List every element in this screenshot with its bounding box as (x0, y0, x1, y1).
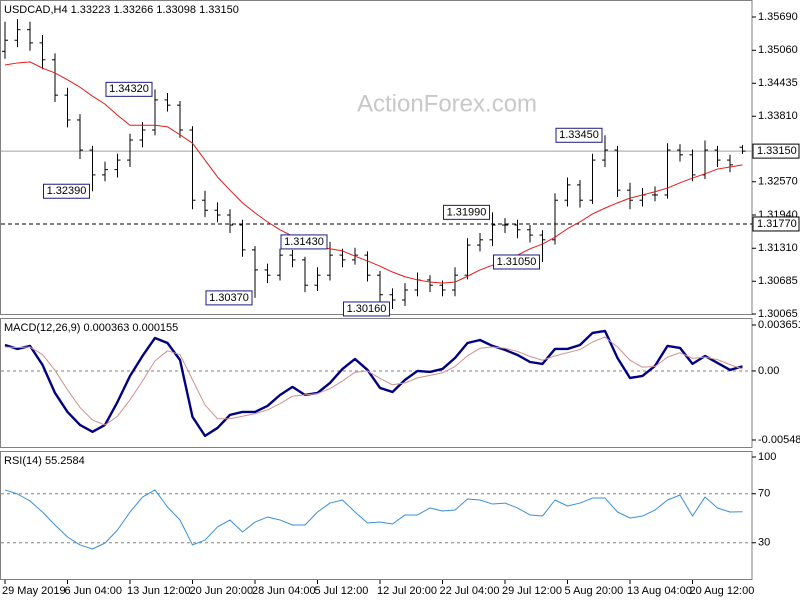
panel-frame (0, 318, 753, 448)
x-tick-label: 6 Jun 04:00 (65, 585, 123, 597)
y-tick-label: 1.35690 (758, 11, 798, 23)
annotation-label: 1.30370 (209, 292, 249, 304)
series-line (4, 489, 743, 550)
annotation-label: 1.30160 (347, 303, 387, 315)
x-tick-label: 13 Aug 04:00 (627, 585, 692, 597)
y-tick-label: 1.35060 (758, 44, 798, 56)
annotation-box (555, 127, 603, 143)
y-tick-label: 100 (758, 451, 776, 463)
x-tick-label: 28 Jun 04:00 (252, 585, 316, 597)
annotation-box (493, 254, 540, 270)
annotation-box (43, 183, 90, 199)
annotation-label: 1.34320 (109, 83, 149, 95)
y-tick-label: 1.33810 (758, 110, 798, 122)
panel-frame (0, 451, 753, 580)
y-tick-label: 0.003651 (758, 319, 800, 331)
panel-title: MACD(12,26,9) 0.000363 0.000155 (4, 322, 178, 334)
price-line-label-box (752, 216, 800, 232)
x-tick-label: 12 Jul 20:00 (377, 585, 437, 597)
price-line-label: 1.33150 (757, 145, 797, 157)
series-line (4, 61, 743, 284)
x-tick-label: 5 Jul 12:00 (315, 585, 369, 597)
y-tick-label: 70 (758, 488, 770, 500)
y-tick-label: 1.31310 (758, 242, 798, 254)
series-line (4, 329, 743, 438)
x-tick-label: 13 Jun 12:00 (127, 585, 191, 597)
annotation-label: 1.31990 (447, 206, 487, 218)
y-tick-label: 1.32570 (758, 176, 798, 188)
annotation-box (343, 301, 390, 317)
y-tick-label: 1.30685 (758, 275, 798, 287)
y-tick-label: 1.30065 (758, 308, 798, 320)
annotation-box (205, 290, 253, 306)
y-tick-label: 0.00 (758, 365, 779, 377)
y-tick-label: -0.005489 (758, 434, 800, 446)
series-line (4, 336, 743, 426)
x-tick-label: 20 Jun 20:00 (190, 585, 254, 597)
x-tick-label: 29 Jul 12:00 (502, 585, 562, 597)
x-tick-label: 5 Aug 20:00 (565, 585, 624, 597)
annotation-box (443, 204, 490, 220)
annotation-label: 1.31050 (497, 256, 537, 268)
y-tick-label: 1.34435 (758, 77, 798, 89)
x-tick-label: 29 May 2019 (2, 585, 66, 597)
price-line-label: 1.31770 (757, 218, 797, 230)
panel-title: RSI(14) 55.2584 (4, 455, 85, 467)
x-tick-label: 22 Jul 04:00 (440, 585, 500, 597)
x-tick-label: 20 Aug 12:00 (690, 585, 755, 597)
price-line-label-box (752, 143, 800, 159)
panel-title: USDCAD,H4 1.33223 1.33266 1.33098 1.3315… (4, 4, 239, 16)
annotation-box (280, 234, 328, 250)
y-tick-label: 30 (758, 537, 770, 549)
annotation-box (105, 81, 153, 97)
annotation-label: 1.32390 (47, 185, 87, 197)
annotation-label: 1.31430 (284, 236, 324, 248)
annotation-label: 1.33450 (559, 129, 599, 141)
watermark: ActionForex.com (357, 90, 537, 117)
panel-frame (0, 0, 753, 315)
